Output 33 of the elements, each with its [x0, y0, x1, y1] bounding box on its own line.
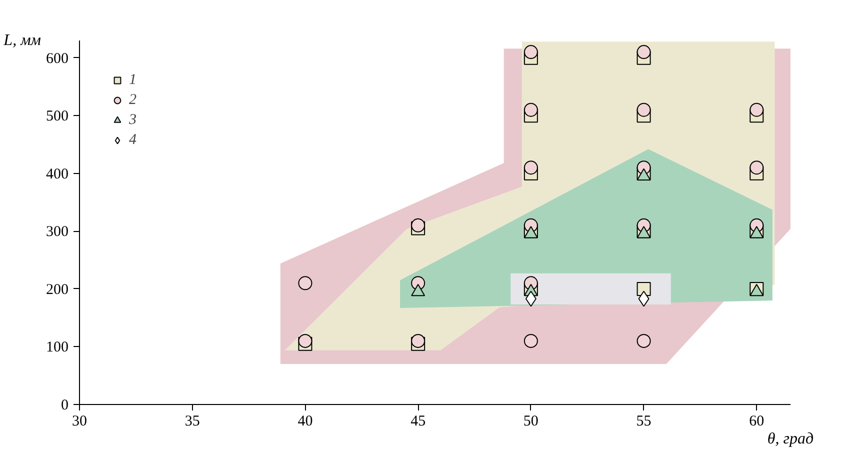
- y-tick-label: 300: [46, 224, 68, 240]
- y-tick-label: 400: [46, 166, 68, 182]
- x-tick-label: 45: [410, 414, 426, 430]
- point: [750, 102, 764, 117]
- point: [636, 334, 651, 348]
- point: [750, 160, 764, 175]
- point: [298, 276, 312, 290]
- point: [411, 218, 426, 232]
- y-tick-label: 600: [46, 50, 68, 67]
- point: [524, 102, 538, 117]
- y-tick-label: 0: [61, 398, 68, 414]
- legend-label: 4: [129, 132, 138, 148]
- x-tick-label: 55: [636, 414, 652, 430]
- x-axis-title: θ, град: [767, 430, 814, 448]
- point: [524, 45, 538, 60]
- y-tick-label: 200: [46, 282, 68, 298]
- legend-label: 1: [129, 72, 138, 88]
- legend-label: 3: [129, 112, 138, 128]
- y-tick-label: 100: [46, 340, 68, 356]
- point: [524, 160, 538, 175]
- point: [636, 45, 651, 60]
- legend-label: 2: [129, 92, 138, 108]
- x-tick-label: 30: [72, 414, 87, 430]
- x-tick-label: 40: [298, 414, 313, 430]
- y-tick-label: 500: [46, 108, 68, 125]
- point: [411, 334, 426, 348]
- point: [298, 334, 312, 348]
- point: [524, 334, 538, 348]
- y-axis-title: L, мм: [2, 32, 42, 49]
- point: [636, 102, 651, 117]
- x-tick-label: 60: [749, 414, 764, 430]
- x-tick-label: 35: [184, 414, 200, 430]
- x-tick-label: 50: [523, 414, 538, 430]
